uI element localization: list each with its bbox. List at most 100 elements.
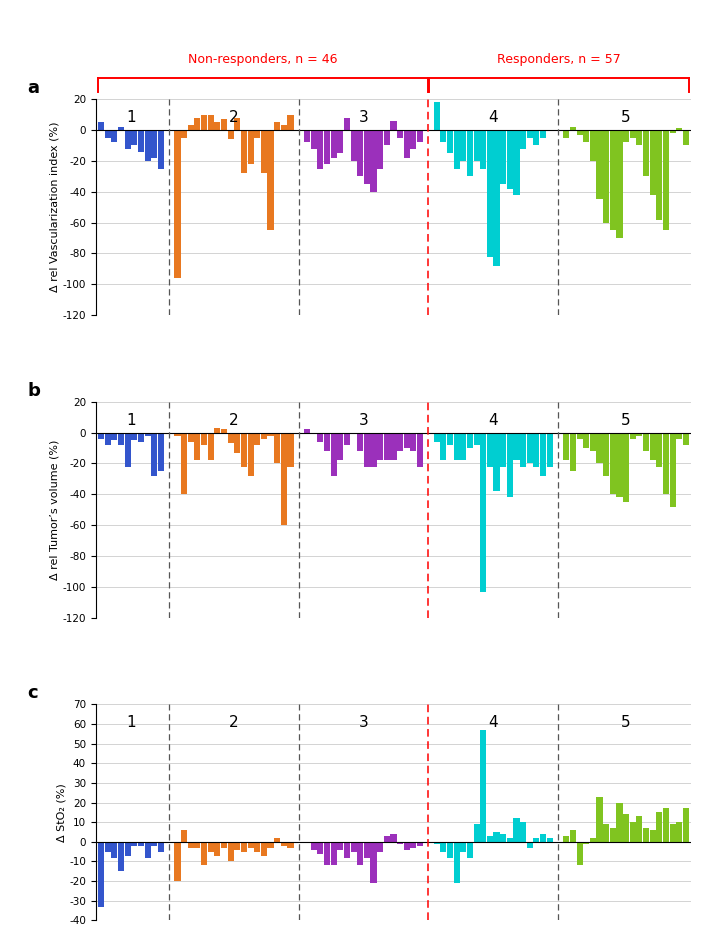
Text: 5: 5: [621, 413, 631, 428]
Bar: [474, 130, 479, 160]
Text: Non-responders, n = 46: Non-responders, n = 46: [188, 53, 337, 66]
Bar: [214, 123, 220, 130]
Bar: [584, 842, 589, 844]
Bar: [487, 130, 493, 257]
Bar: [454, 842, 459, 883]
Bar: [151, 432, 157, 476]
Bar: [417, 432, 423, 466]
Bar: [590, 130, 596, 160]
Bar: [616, 432, 623, 497]
Bar: [267, 432, 274, 436]
Bar: [111, 432, 118, 440]
Bar: [311, 842, 317, 850]
Bar: [391, 432, 396, 461]
Bar: [304, 130, 310, 143]
Bar: [208, 842, 214, 851]
Bar: [520, 432, 526, 466]
Bar: [357, 432, 363, 451]
Bar: [434, 102, 440, 130]
Bar: [584, 432, 589, 448]
Bar: [371, 432, 376, 466]
Bar: [637, 130, 642, 145]
Bar: [520, 130, 526, 148]
Bar: [576, 842, 583, 866]
Bar: [384, 130, 390, 145]
Bar: [411, 130, 416, 148]
Bar: [261, 432, 267, 439]
Bar: [344, 432, 350, 445]
Text: 4: 4: [489, 413, 498, 428]
Bar: [570, 830, 576, 842]
Bar: [324, 130, 330, 164]
Bar: [384, 432, 390, 461]
Bar: [174, 432, 181, 436]
Bar: [254, 842, 260, 851]
Bar: [357, 842, 363, 866]
Bar: [105, 130, 111, 138]
Bar: [254, 432, 260, 445]
Bar: [663, 130, 669, 230]
Bar: [493, 130, 500, 266]
Bar: [533, 432, 540, 466]
Bar: [563, 836, 569, 842]
Bar: [513, 130, 520, 194]
Bar: [649, 432, 656, 461]
Bar: [274, 838, 280, 842]
Bar: [596, 432, 603, 464]
Bar: [610, 130, 616, 230]
Bar: [138, 432, 144, 442]
Bar: [337, 432, 343, 461]
Bar: [138, 842, 144, 846]
Bar: [630, 130, 636, 138]
Bar: [118, 842, 124, 871]
Bar: [616, 802, 623, 842]
Text: 1: 1: [126, 413, 135, 428]
Bar: [493, 832, 500, 842]
Text: 2: 2: [229, 716, 239, 730]
Bar: [201, 432, 207, 445]
Bar: [181, 130, 187, 138]
Text: 4: 4: [489, 110, 498, 125]
Bar: [676, 822, 682, 842]
Bar: [208, 432, 214, 461]
Bar: [417, 842, 423, 846]
Bar: [330, 130, 337, 158]
Bar: [480, 432, 486, 592]
Bar: [181, 432, 187, 495]
Bar: [500, 834, 506, 842]
Bar: [274, 123, 280, 130]
Bar: [411, 842, 416, 848]
Bar: [403, 432, 410, 448]
Bar: [228, 130, 234, 140]
Bar: [194, 432, 201, 461]
Bar: [247, 130, 254, 164]
Bar: [447, 842, 453, 857]
Bar: [247, 432, 254, 476]
Bar: [221, 842, 227, 848]
Bar: [397, 842, 403, 844]
Bar: [201, 842, 207, 866]
Bar: [261, 842, 267, 855]
Bar: [683, 432, 689, 445]
Text: b: b: [27, 381, 40, 399]
Bar: [669, 824, 676, 842]
Bar: [145, 130, 150, 160]
Text: 3: 3: [359, 716, 369, 730]
Bar: [547, 838, 553, 842]
Bar: [507, 838, 513, 842]
Bar: [287, 432, 294, 466]
Bar: [616, 130, 623, 238]
Bar: [337, 842, 343, 850]
Text: 4: 4: [489, 716, 498, 730]
Bar: [623, 130, 629, 143]
Bar: [138, 130, 144, 152]
Bar: [318, 432, 323, 442]
Bar: [118, 126, 124, 130]
Bar: [364, 432, 370, 466]
Bar: [384, 836, 390, 842]
Bar: [643, 432, 649, 451]
Bar: [254, 130, 260, 138]
Bar: [174, 130, 181, 278]
Bar: [493, 432, 500, 491]
Bar: [540, 432, 546, 476]
